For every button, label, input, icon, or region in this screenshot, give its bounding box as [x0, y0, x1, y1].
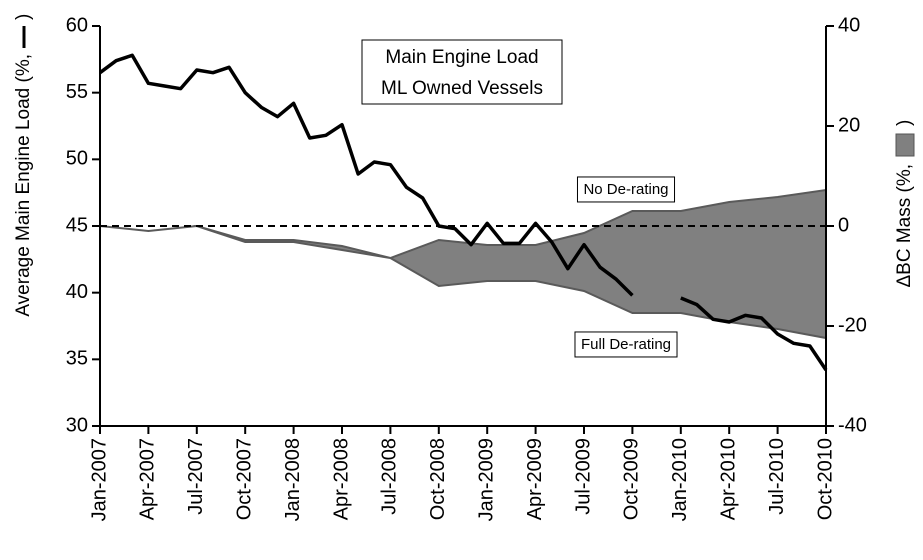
x-tick-label: Jan-2008	[282, 438, 304, 521]
annotation: No De-rating	[583, 181, 668, 198]
y-tick-label: 55	[66, 81, 88, 103]
y-tick-label: 40	[66, 281, 88, 303]
y2-axis-label-close: )	[894, 120, 915, 126]
chart-title: Main Engine Load	[385, 47, 538, 68]
y2-tick-label: -20	[838, 314, 867, 336]
y-tick-label: 50	[66, 148, 88, 170]
legend-swatch	[895, 133, 915, 157]
x-tick-label: Jul-2007	[185, 438, 207, 515]
engine-load-line	[98, 53, 828, 371]
x-tick-label: Oct-2010	[814, 438, 836, 520]
title-box	[361, 39, 563, 105]
x-tick-label: Jul-2009	[572, 438, 594, 515]
band-area	[99, 188, 827, 340]
y-axis-label: Average Main Engine Load (%,	[13, 54, 34, 317]
x-tick-label: Apr-2007	[137, 438, 159, 520]
x-tick-label: Oct-2007	[233, 438, 255, 520]
x-tick-label: Apr-2008	[330, 438, 352, 520]
x-tick-label: Jan-2007	[88, 438, 110, 521]
y-tick-label: 35	[66, 348, 88, 370]
x-tick-label: Apr-2010	[717, 438, 739, 520]
y2-tick-label: -40	[838, 414, 867, 436]
annotation-box	[576, 176, 676, 203]
x-tick-label: Oct-2008	[427, 438, 449, 520]
annotation-box	[574, 331, 678, 358]
x-tick-label: Jul-2010	[766, 438, 788, 515]
annotation: Full De-rating	[581, 336, 671, 353]
y2-tick-label: 0	[838, 214, 849, 236]
y2-axis-title: ΔBC Mass (%, )	[894, 120, 915, 288]
y-tick-label: 30	[66, 414, 88, 436]
y2-tick-label: 40	[838, 14, 860, 36]
y-tick-label: 60	[66, 14, 88, 36]
y2-axis-label: ΔBC Mass (%,	[894, 164, 915, 288]
y-axis-title: Average Main Engine Load (%, )	[13, 14, 34, 317]
x-tick-label: Jul-2008	[379, 438, 401, 515]
y2-tick-label: 20	[838, 114, 860, 136]
x-tick-label: Apr-2009	[524, 438, 546, 520]
y-axis-label-close: )	[13, 14, 34, 20]
y-tick-label: 45	[66, 214, 88, 236]
x-tick-label: Oct-2009	[621, 438, 643, 520]
x-tick-label: Jan-2010	[669, 438, 691, 521]
x-tick-label: Jan-2009	[475, 438, 497, 521]
chart-subtitle: ML Owned Vessels	[381, 78, 543, 99]
